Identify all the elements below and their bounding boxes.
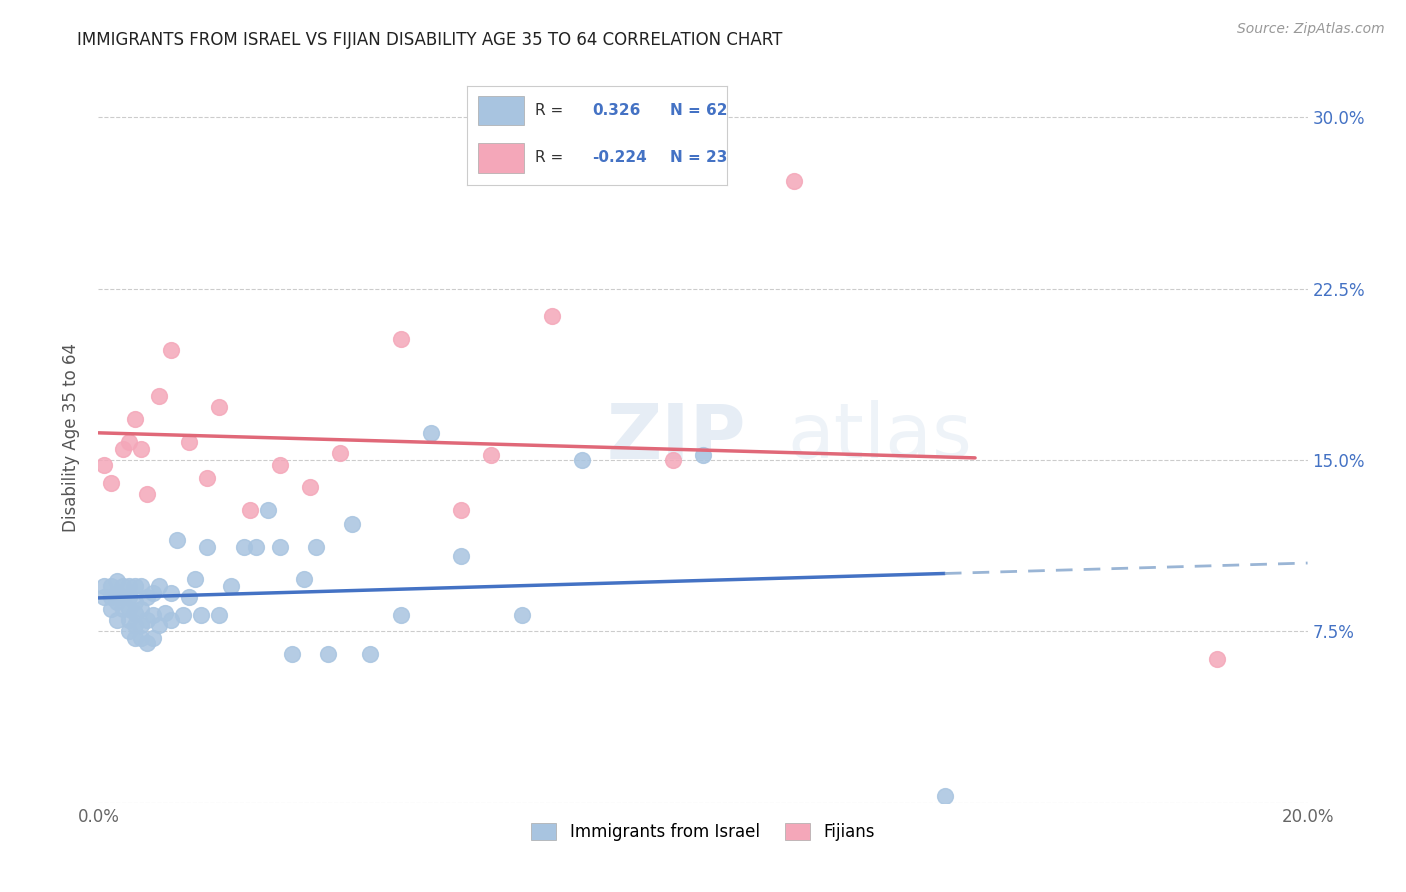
- Point: [105, 574, 128, 588]
- Point: [111, 579, 134, 593]
- Point: [124, 579, 146, 593]
- Point: [184, 572, 207, 586]
- Point: [135, 636, 157, 650]
- Point: [316, 647, 339, 661]
- Point: [124, 606, 146, 620]
- Point: [100, 579, 122, 593]
- Point: [269, 458, 291, 472]
- Point: [100, 590, 122, 604]
- Point: [118, 613, 141, 627]
- Point: [934, 789, 956, 803]
- Point: [124, 595, 146, 609]
- Point: [118, 601, 141, 615]
- Text: atlas: atlas: [787, 401, 973, 474]
- Point: [221, 579, 243, 593]
- Point: [292, 572, 315, 586]
- Point: [160, 343, 183, 358]
- Text: Source: ZipAtlas.com: Source: ZipAtlas.com: [1237, 22, 1385, 37]
- Point: [118, 579, 141, 593]
- Point: [269, 540, 291, 554]
- Point: [510, 608, 533, 623]
- Point: [571, 453, 593, 467]
- Point: [1206, 652, 1229, 666]
- Point: [129, 442, 152, 456]
- Point: [105, 595, 128, 609]
- Point: [208, 401, 231, 415]
- Point: [100, 475, 122, 490]
- Point: [389, 608, 412, 623]
- Point: [129, 617, 152, 632]
- Point: [540, 309, 562, 323]
- Point: [245, 540, 267, 554]
- Point: [360, 647, 382, 661]
- Point: [118, 590, 141, 604]
- Text: IMMIGRANTS FROM ISRAEL VS FIJIAN DISABILITY AGE 35 TO 64 CORRELATION CHART: IMMIGRANTS FROM ISRAEL VS FIJIAN DISABIL…: [77, 31, 783, 49]
- Point: [166, 533, 188, 547]
- Point: [692, 449, 714, 463]
- Point: [450, 503, 472, 517]
- Point: [172, 608, 194, 623]
- Point: [135, 487, 157, 501]
- Point: [208, 608, 231, 623]
- Point: [160, 585, 183, 599]
- Point: [124, 617, 146, 632]
- Point: [135, 590, 157, 604]
- Point: [118, 624, 141, 639]
- Point: [105, 585, 128, 599]
- Point: [111, 442, 134, 456]
- Point: [93, 590, 115, 604]
- Point: [256, 503, 278, 517]
- Point: [93, 579, 115, 593]
- Point: [129, 601, 152, 615]
- Point: [111, 601, 134, 615]
- Point: [148, 389, 170, 403]
- Point: [481, 449, 503, 463]
- Point: [135, 613, 157, 627]
- Legend: Immigrants from Israel, Fijians: Immigrants from Israel, Fijians: [523, 814, 883, 849]
- Point: [118, 434, 141, 449]
- Y-axis label: Disability Age 35 to 64: Disability Age 35 to 64: [62, 343, 80, 532]
- Point: [661, 453, 683, 467]
- Point: [142, 632, 165, 646]
- Point: [195, 471, 218, 485]
- Point: [148, 617, 170, 632]
- Point: [179, 590, 201, 604]
- Point: [105, 613, 128, 627]
- Point: [129, 579, 152, 593]
- Point: [160, 613, 183, 627]
- Point: [450, 549, 472, 563]
- Point: [305, 540, 328, 554]
- Point: [195, 540, 218, 554]
- Point: [100, 601, 122, 615]
- Text: ZIP: ZIP: [606, 401, 745, 474]
- Point: [111, 590, 134, 604]
- Point: [420, 425, 443, 440]
- Point: [93, 458, 115, 472]
- Point: [124, 632, 146, 646]
- Point: [142, 608, 165, 623]
- Point: [329, 446, 352, 460]
- Point: [148, 579, 170, 593]
- Point: [239, 503, 262, 517]
- Point: [232, 540, 254, 554]
- Point: [129, 632, 152, 646]
- Point: [124, 412, 146, 426]
- Point: [342, 516, 364, 531]
- Point: [153, 606, 176, 620]
- Point: [783, 174, 806, 188]
- Point: [299, 480, 322, 494]
- Point: [190, 608, 212, 623]
- Point: [142, 585, 165, 599]
- Point: [179, 434, 201, 449]
- Point: [389, 332, 412, 346]
- Point: [281, 647, 304, 661]
